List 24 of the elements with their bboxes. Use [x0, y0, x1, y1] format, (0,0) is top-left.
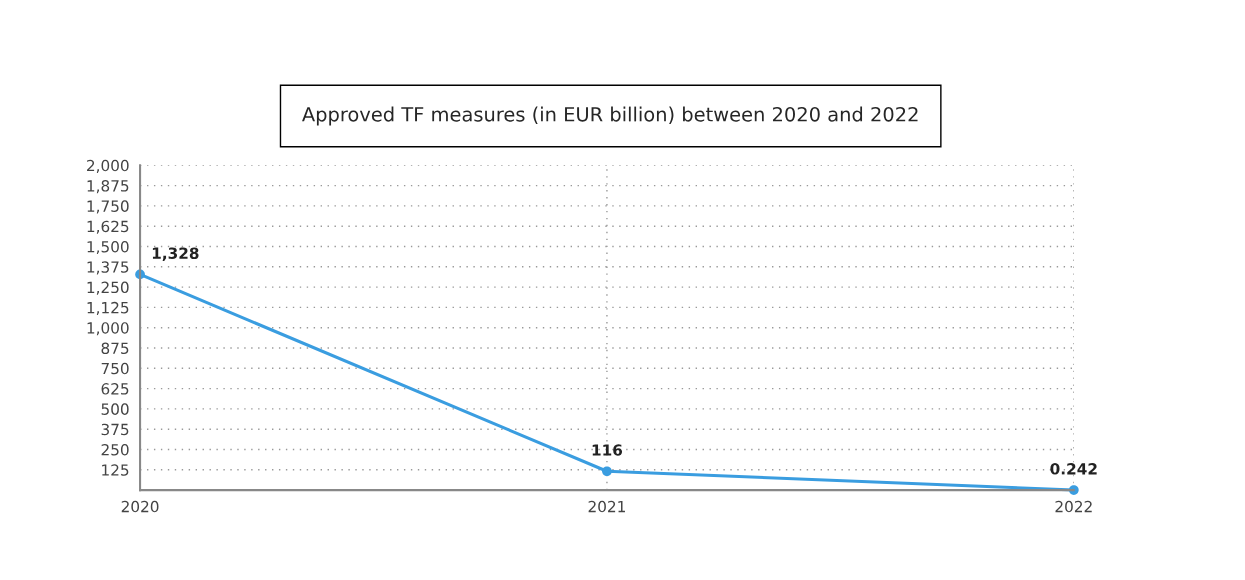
y-tick-label: 625 [101, 383, 129, 395]
y-tick-label: 2,000 [87, 159, 129, 173]
y-tick-label: 1,750 [87, 200, 129, 214]
y-tick-label: 375 [101, 423, 129, 436]
y-tick-label: 1,000 [87, 322, 129, 336]
y-tick-label: 500 [101, 403, 129, 415]
y-tick-label: 875 [101, 342, 129, 355]
x-tick-label: 2022 [1055, 500, 1092, 513]
y-tick-label: 1,375 [87, 261, 129, 275]
y-tick-label: 250 [101, 443, 129, 456]
y-tick-label: 1,125 [87, 301, 129, 315]
y-tick-label: 1,625 [87, 220, 129, 234]
data-label: 1,328 [152, 247, 199, 261]
x-tick-label: 2020 [121, 500, 159, 513]
y-tick-label: 750 [101, 362, 129, 375]
y-tick-label: 1,250 [87, 281, 129, 295]
point [602, 466, 612, 477]
y-tick-label: 125 [102, 464, 129, 476]
data-label: 116 [592, 444, 623, 456]
chart-title: Approved TF measures (in EUR billion) between 2020 and 2022 [302, 106, 918, 126]
x-tick-label: 2021 [588, 500, 625, 513]
y-tick-label: 1,875 [87, 180, 129, 194]
y-tick-label: 1,500 [87, 240, 129, 255]
data-label: 0.242 [1050, 463, 1097, 475]
